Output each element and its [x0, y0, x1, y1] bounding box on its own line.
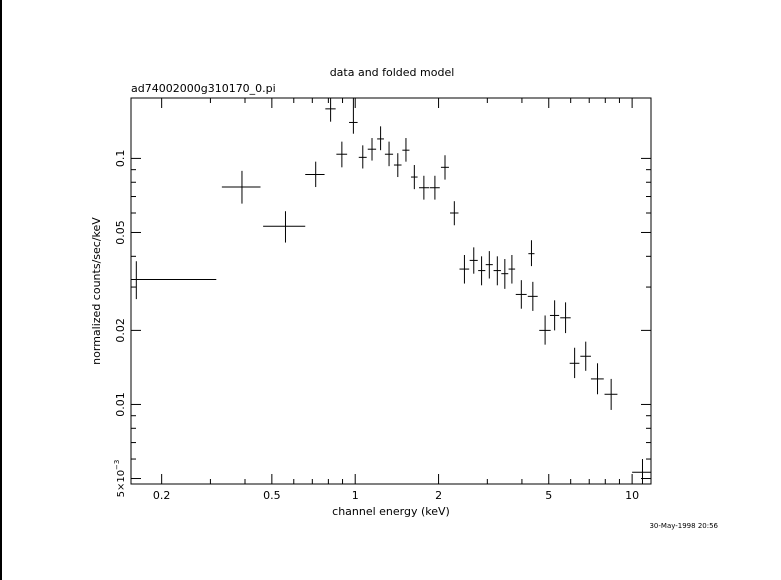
data-point — [358, 145, 367, 169]
axis-ticks — [131, 98, 651, 484]
chart-title: data and folded model — [330, 66, 455, 79]
data-point — [402, 138, 410, 162]
data-point — [419, 175, 430, 200]
y-axis-label: normalized counts/sec/keV — [90, 217, 103, 365]
window-left-border — [0, 0, 2, 580]
data-point — [221, 170, 261, 204]
y-tick-label: 0.02 — [114, 318, 127, 343]
data-point — [263, 211, 306, 243]
data-point — [429, 175, 440, 200]
y-tick-label: 0.1 — [114, 150, 127, 168]
data-point — [325, 98, 336, 122]
data-point — [515, 280, 527, 309]
data-points — [131, 98, 651, 484]
plot-frame — [130, 97, 652, 485]
data-point — [336, 141, 348, 168]
data-point — [528, 240, 535, 267]
data-point — [367, 138, 377, 161]
data-point — [450, 201, 459, 226]
data-point — [440, 155, 449, 180]
x-tick-labels: 0.2 0.5 1 2 5 10 — [153, 489, 639, 502]
data-point — [384, 141, 394, 167]
data-point — [590, 363, 604, 395]
chart-subtitle: ad74002000g310170_0.pi — [131, 82, 276, 95]
data-point — [527, 281, 538, 311]
x-axis-label: channel energy (keV) — [332, 505, 450, 518]
timestamp: 30-May-1998 20:56 — [649, 522, 718, 530]
data-point — [410, 165, 418, 190]
data-point — [539, 315, 551, 345]
data-point — [393, 153, 402, 178]
x-tick-label: 10 — [625, 489, 639, 502]
y-tick-label: 5×10−3 — [113, 460, 127, 498]
x-tick-label: 1 — [352, 489, 359, 502]
data-point — [569, 347, 580, 379]
data-point — [493, 256, 501, 286]
data-point — [485, 251, 493, 279]
y-tick-label: 0.05 — [114, 220, 127, 245]
x-tick-label: 2 — [435, 489, 442, 502]
y-tick-labels: 5×10−3 0.01 0.02 0.05 0.1 — [113, 150, 127, 498]
data-point — [349, 98, 358, 134]
x-tick-label: 0.2 — [153, 489, 171, 502]
data-point — [632, 459, 651, 484]
data-point — [469, 247, 478, 274]
data-point — [549, 300, 560, 331]
data-point — [131, 261, 217, 300]
data-point — [508, 254, 516, 284]
data-point — [305, 161, 325, 188]
data-point — [478, 256, 486, 286]
data-point — [459, 254, 470, 284]
data-point — [560, 302, 571, 334]
y-tick-label: 0.01 — [114, 392, 127, 417]
data-point — [604, 378, 618, 410]
x-tick-label: 5 — [545, 489, 552, 502]
data-point — [580, 341, 591, 371]
data-point — [377, 126, 384, 151]
x-tick-label: 0.5 — [263, 489, 281, 502]
data-point — [501, 259, 509, 289]
